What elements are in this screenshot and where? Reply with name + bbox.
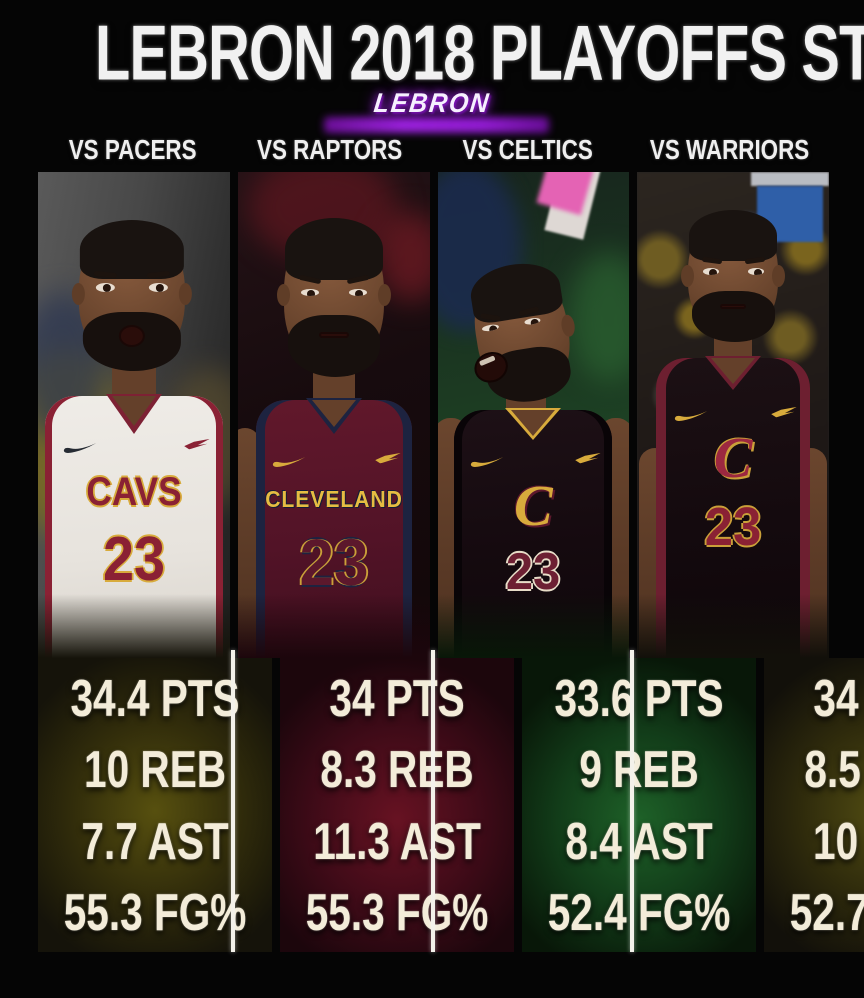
stat-divider [431, 650, 435, 952]
lebron-face [466, 257, 578, 409]
goodyear-wingfoot-icon [769, 407, 796, 418]
stat-ast: 8.4 AST [565, 812, 713, 871]
lebron-figure: CLEVELAND 23 [237, 172, 430, 658]
stats-vs-warriors: 34 PTS 8.5 REB 10 AST 52.7 FG% [764, 658, 864, 952]
stat-reb: 8.3 REB [320, 741, 474, 800]
stat-pts: 34.4 PTS [70, 670, 240, 728]
stats-vs-pacers: 34.4 PTS 10 REB 7.7 AST 55.3 FG% [38, 658, 273, 952]
stat-divider [630, 650, 634, 952]
goodyear-wingfoot-icon [182, 439, 209, 450]
column-headers: VS PACERS VS RAPTORS VS CELTICS VS WARRI… [38, 134, 829, 168]
lebron-face [71, 220, 192, 371]
open-mouth [118, 324, 145, 347]
stat-ast: 11.3 AST [313, 812, 481, 871]
jersey-team-text: CAVS [86, 470, 182, 514]
nike-swoosh-icon [63, 443, 97, 453]
stat-ast: 10 AST [813, 812, 864, 871]
photo-vs-warriors: C 23 [637, 172, 829, 658]
jersey-number: 23 [102, 525, 165, 594]
stat-pts: 34 PTS [329, 670, 465, 728]
lebron-face [681, 210, 786, 343]
stats-vs-celtics: 33.6 PTS 9 REB 8.4 AST 52.4 FG% [522, 658, 757, 952]
court-blur [569, 252, 630, 382]
jersey-c-logo: C [514, 473, 553, 538]
stat-reb: 8.5 REB [804, 741, 864, 800]
stats-vs-raptors: 34 PTS 8.3 REB 11.3 AST 55.3 FG% [280, 658, 515, 952]
scoreboard-bar [751, 172, 829, 186]
stat-ast: 7.7 AST [81, 812, 229, 871]
header-vs-raptors: VS RAPTORS [257, 134, 403, 165]
jersey-number: 23 [299, 525, 369, 599]
lebron-figure-screaming: C 23 [437, 172, 630, 658]
jersey-number: 23 [506, 543, 561, 601]
stat-divider [231, 650, 235, 952]
nike-swoosh-icon [674, 411, 708, 421]
nike-swoosh-icon [272, 457, 305, 467]
stat-fg: 52.4 FG% [547, 884, 731, 943]
nike-swoosh-icon [471, 457, 504, 467]
stat-fg: 55.3 FG% [63, 884, 247, 943]
stat-fg: 55.3 FG% [305, 884, 489, 943]
stats-section: 34.4 PTS 10 REB 7.7 AST 55.3 FG% 34 PTS … [38, 658, 864, 952]
stat-reb: 9 REB [579, 741, 699, 800]
lebron-face [276, 218, 391, 378]
photo-vs-celtics: C 23 [437, 172, 630, 658]
stat-fg: 52.7 FG% [790, 884, 864, 943]
jersey-number: 23 [704, 497, 762, 557]
watermark-blur-bar [324, 117, 549, 133]
header-vs-celtics: VS CELTICS [462, 134, 593, 165]
photo-strip: CAVS 23 [38, 172, 829, 658]
watermark-text: LEBRON [372, 88, 492, 118]
photo-vs-pacers: CAVS 23 [38, 172, 230, 658]
page-title: LEBRON 2018 PLAYOFFS STATS [95, 9, 864, 97]
stat-reb: 10 REB [84, 741, 227, 800]
lebron-figure: C 23 [637, 172, 829, 658]
header-vs-pacers: VS PACERS [68, 134, 197, 165]
photo-vs-raptors: CLEVELAND 23 [237, 172, 430, 658]
stat-pts: 34 PTS [813, 670, 864, 728]
stat-pts: 33.6 PTS [554, 670, 724, 728]
jersey-team-text: CLEVELAND [264, 486, 403, 512]
header-vs-warriors: VS WARRIORS [649, 134, 810, 165]
jersey-c-logo: C [713, 425, 753, 490]
goodyear-wingfoot-icon [373, 453, 400, 464]
goodyear-wingfoot-icon [574, 453, 601, 464]
lebron-figure: CAVS 23 [38, 172, 230, 658]
